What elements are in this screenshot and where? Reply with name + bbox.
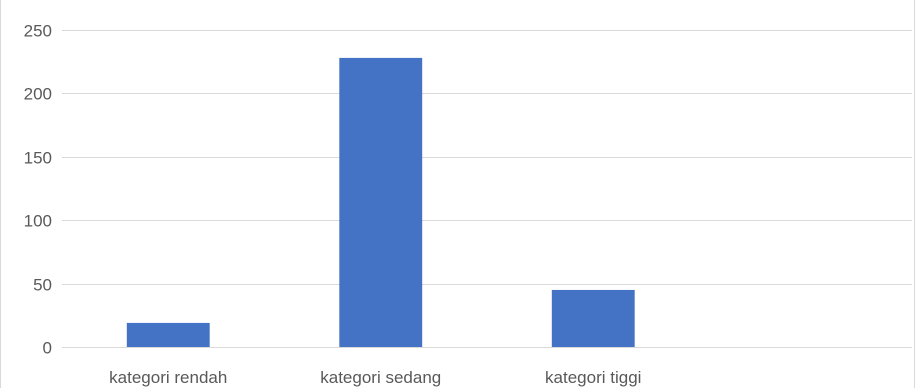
y-tick-label-150: 150 bbox=[24, 149, 52, 168]
x-category-label-1: kategori sedang bbox=[320, 368, 441, 387]
y-tick-label-50: 50 bbox=[33, 276, 52, 295]
y-tick-label-0: 0 bbox=[43, 339, 52, 358]
y-tick-label-100: 100 bbox=[24, 212, 52, 231]
y-tick-label-250: 250 bbox=[24, 22, 52, 41]
x-category-label-2: kategori tiggi bbox=[545, 368, 641, 387]
bar-1 bbox=[339, 57, 423, 348]
x-category-label-0: kategori rendah bbox=[109, 368, 227, 387]
bar-0 bbox=[126, 322, 210, 347]
bar-2 bbox=[551, 289, 635, 347]
y-tick-label-200: 200 bbox=[24, 85, 52, 104]
